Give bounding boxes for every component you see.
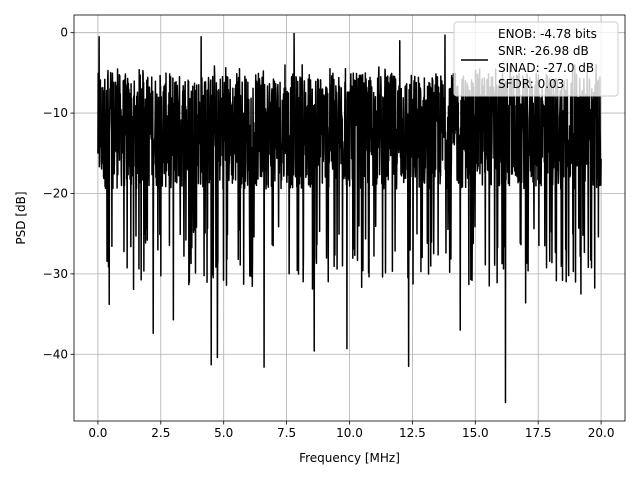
x-axis-label: Frequency [MHz]: [299, 451, 400, 465]
y-axis-ticks: 0 −10 −20 −30 −40: [43, 26, 74, 361]
y-tick-label: −40: [43, 347, 68, 361]
legend: ENOB: -4.78 bits SNR: -26.98 dB SINAD: -…: [453, 21, 619, 97]
legend-box: [453, 21, 619, 97]
x-tick-label: 15.0: [462, 426, 489, 440]
x-tick-label: 2.5: [151, 426, 170, 440]
legend-sfdr: SFDR: 0.03: [498, 77, 564, 91]
x-tick-label: 12.5: [399, 426, 426, 440]
y-tick-label: −10: [43, 106, 68, 120]
x-tick-label: 20.0: [588, 426, 615, 440]
y-tick-label: −30: [43, 267, 68, 281]
y-tick-label: 0: [60, 26, 68, 40]
x-tick-label: 10.0: [336, 426, 363, 440]
x-tick-label: 5.0: [214, 426, 233, 440]
x-tick-label: 7.5: [277, 426, 296, 440]
y-axis-label: PSD [dB]: [14, 191, 28, 244]
x-tick-label: 0.0: [88, 426, 107, 440]
legend-enob: ENOB: -4.78 bits: [498, 27, 597, 41]
x-axis-ticks: 0.0 2.5 5.0 7.5 10.0 12.5 15.0 17.5 20.0: [88, 421, 614, 440]
legend-sinad: SINAD: -27.0 dB: [498, 61, 594, 75]
y-tick-label: −20: [43, 186, 68, 200]
legend-snr: SNR: -26.98 dB: [498, 44, 589, 58]
x-tick-label: 17.5: [525, 426, 552, 440]
